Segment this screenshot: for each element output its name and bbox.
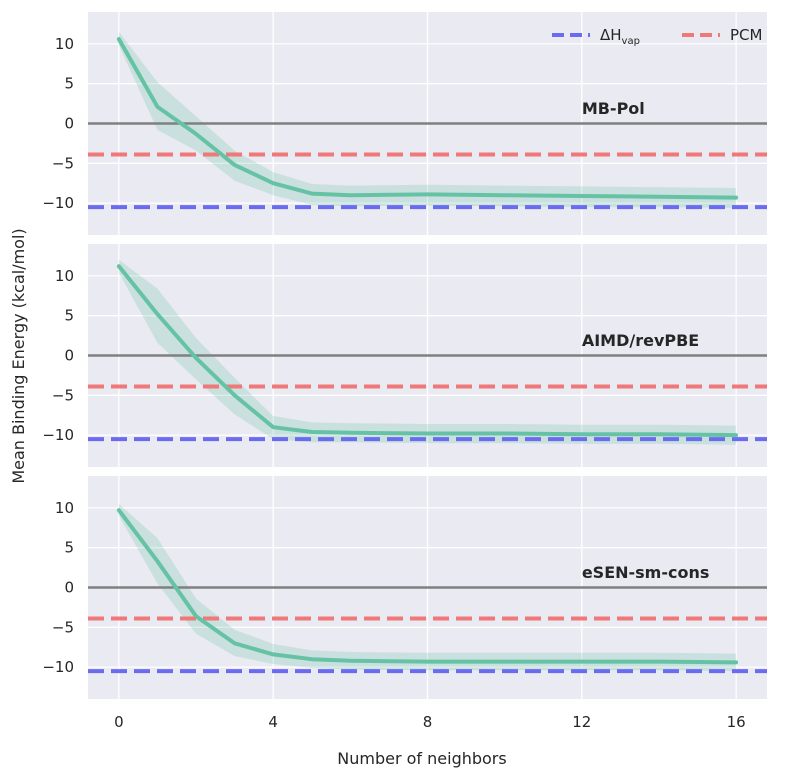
y-tick-label: −5 xyxy=(52,386,74,404)
y-tick-label: 10 xyxy=(55,499,74,517)
y-tick-label: 0 xyxy=(64,579,74,597)
y-tick-label: −5 xyxy=(52,618,74,636)
legend-subscript: vap xyxy=(622,36,640,47)
y-tick-label: 10 xyxy=(55,267,74,285)
y-axis-label: Mean Binding Energy (kcal/mol) xyxy=(9,228,28,483)
y-tick-label: −10 xyxy=(42,194,74,212)
x-tick-label: 16 xyxy=(727,713,746,731)
y-tick-label: 5 xyxy=(64,307,74,325)
confidence-band xyxy=(118,259,737,445)
y-tick-label: 0 xyxy=(64,115,74,133)
x-tick-label: 12 xyxy=(572,713,591,731)
y-tick-label: −10 xyxy=(42,658,74,676)
panel-label: MB-Pol xyxy=(582,99,645,118)
legend-entry-pcm: PCM xyxy=(682,26,762,44)
panel-label: AIMD/revPBE xyxy=(582,331,699,350)
panels-group: 10 5 0 −5 −10 MB-Pol 10 5 0 −5 −10 AIMD/revPBE 10 5 0 −… xyxy=(42,12,767,699)
panel-label: eSEN-sm-cons xyxy=(582,563,710,582)
panel-1: 10 5 0 −5 −10 MB-Pol xyxy=(42,12,767,235)
x-axis: 0 4 8 12 16 xyxy=(114,713,746,731)
series-line xyxy=(116,264,739,438)
x-tick-label: 4 xyxy=(268,713,278,731)
y-tick-label: −10 xyxy=(42,426,74,444)
y-tick-label: −5 xyxy=(52,154,74,172)
series-line xyxy=(116,37,739,200)
confidence-band xyxy=(118,31,737,208)
y-tick-label: 5 xyxy=(64,75,74,93)
x-axis-label: Number of neighbors xyxy=(337,749,506,768)
y-tick-label: 0 xyxy=(64,347,74,365)
series-line xyxy=(116,508,739,665)
y-tick-label: 10 xyxy=(55,35,74,53)
panel-3: 10 5 0 −5 −10 eSEN-sm-cons xyxy=(42,476,767,699)
x-tick-label: 0 xyxy=(114,713,124,731)
confidence-band xyxy=(118,503,737,672)
panel-2: 10 5 0 −5 −10 AIMD/revPBE xyxy=(42,244,767,467)
y-tick-label: 5 xyxy=(64,539,74,557)
legend-label: PCM xyxy=(730,26,762,44)
x-tick-label: 8 xyxy=(423,713,433,731)
